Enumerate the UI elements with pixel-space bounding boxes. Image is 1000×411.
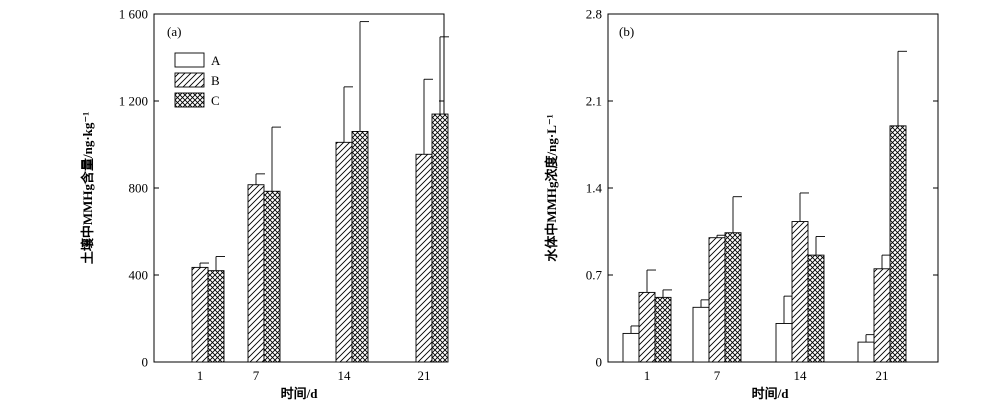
x-tick-label: 7: [253, 368, 260, 383]
bar-B-1: [191, 266, 209, 363]
bar-A-21: [857, 341, 875, 363]
y-tick-label: 1 200: [119, 94, 148, 109]
x-tick-label: 1: [197, 368, 204, 383]
bar-B-21: [873, 268, 891, 363]
bars-b: [622, 50, 907, 363]
x-ticks-a: 1 7 14 21: [197, 357, 431, 383]
bar-A-14: [775, 323, 793, 363]
bar-C-1: [207, 270, 225, 363]
bar-A-7: [692, 306, 710, 363]
legend-swatch-B: [174, 72, 205, 88]
chart-panel-b: (b) 0 0.7 1.4 2.1 2.8 1 7 14 21 时间/d 水体中MMHg浓度/…: [544, 7, 939, 401]
bar-C-1: [654, 296, 672, 363]
legend-label-C: C: [211, 93, 220, 108]
x-tick-label: 21: [418, 368, 431, 383]
x-axis-title-b: 时间/d: [752, 386, 790, 401]
y-tick-label: 800: [129, 181, 149, 196]
legend-swatch-A: [174, 52, 205, 68]
bar-A-1: [622, 332, 640, 363]
x-tick-label: 21: [876, 368, 889, 383]
bar-B-14: [335, 141, 353, 363]
y-ticks-b: 0 0.7 1.4 2.1 2.8: [586, 7, 938, 370]
y-axis-title-a: 土壤中MMHg含量/ng·kg⁻¹: [80, 112, 95, 264]
x-axis-title-a: 时间/d: [281, 386, 319, 401]
bar-C-7: [263, 190, 281, 363]
legend-a: ABC: [174, 52, 221, 108]
y-tick-label: 2.8: [586, 7, 602, 22]
bar-C-14: [351, 130, 369, 363]
legend-label-A: A: [211, 53, 221, 68]
bars-a: [191, 21, 449, 363]
panel-label-b: (b): [619, 24, 634, 39]
legend-swatch-C: [174, 92, 205, 108]
y-tick-label: 1 600: [119, 7, 148, 22]
x-tick-label: 7: [714, 368, 721, 383]
y-ticks-a: 0 400 800 1 200 1 600: [119, 7, 444, 370]
chart-panel-a: (a) 0 400 800 1 200 1 600 1 7 14 21 ABC 时间/d 土壤…: [80, 7, 449, 401]
bar-C-21: [889, 125, 907, 363]
bar-B-7: [708, 237, 726, 363]
x-tick-label: 14: [338, 368, 352, 383]
y-tick-label: 0.7: [586, 268, 603, 283]
bar-B-21: [415, 153, 433, 363]
bar-C-14: [807, 254, 825, 363]
x-tick-label: 14: [794, 368, 808, 383]
bar-B-14: [791, 221, 809, 363]
y-tick-label: 400: [129, 268, 149, 283]
y-tick-label: 1.4: [586, 181, 603, 196]
legend-label-B: B: [211, 73, 220, 88]
panel-label-a: (a): [167, 24, 181, 39]
y-axis-title-b: 水体中MMHg浓度/ng·L⁻¹: [544, 114, 559, 261]
x-ticks-b: 1 7 14 21: [644, 357, 889, 383]
y-tick-label: 0: [142, 355, 149, 370]
bar-B-1: [638, 291, 656, 363]
y-tick-label: 0: [596, 355, 603, 370]
bar-B-7: [247, 184, 265, 363]
bar-C-7: [724, 232, 742, 363]
bar-C-21: [431, 113, 449, 363]
y-tick-label: 2.1: [586, 94, 602, 109]
x-tick-label: 1: [644, 368, 651, 383]
